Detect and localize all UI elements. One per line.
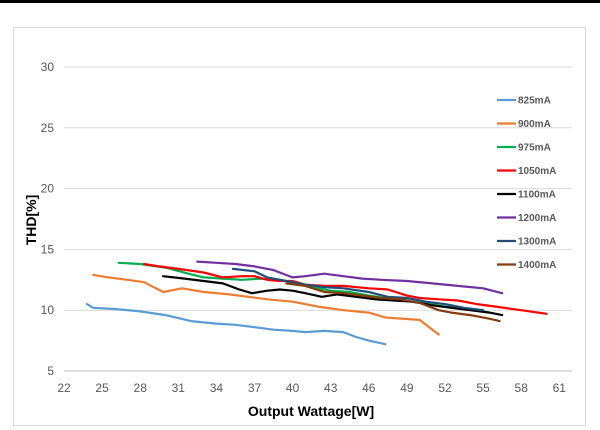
top-border-line [0, 0, 600, 3]
series-line-1100mA [162, 275, 504, 317]
x-tick-labels: 22 25 28 31 34 37 40 43 46 49 52 55 58 61 [57, 381, 566, 395]
y-tick-label-5: 5 [47, 364, 54, 378]
x-tick-label-55: 55 [476, 381, 490, 395]
y-axis-title: THD[%] [23, 195, 39, 246]
x-tick-label-31: 31 [172, 381, 186, 395]
x-tick-label-34: 34 [210, 381, 224, 395]
series-line-1400mA [285, 282, 501, 323]
series-line-1200mA [196, 260, 504, 295]
x-tick-label-37: 37 [248, 381, 262, 395]
legend-label-1400mA: 1400mA [518, 260, 556, 271]
y-tick-labels: 5 10 15 20 25 30 [41, 60, 55, 378]
x-tick-label-22: 22 [57, 381, 71, 395]
series-line-1300mA [231, 267, 485, 312]
series-lines [85, 260, 548, 346]
y-tick-label-15: 15 [41, 242, 55, 256]
x-tick-label-49: 49 [400, 381, 414, 395]
x-tick-label-46: 46 [362, 381, 376, 395]
series-line-825mA [85, 303, 387, 346]
x-tick-label-40: 40 [286, 381, 300, 395]
legend-label-900mA: 900mA [518, 119, 551, 130]
x-axis-title: Output Wattage[W] [248, 403, 374, 419]
legend: 825mA 900mA 975mA 1050mA 1100mA 1200mA 1300mA 1… [497, 96, 556, 271]
x-tick-label-43: 43 [324, 381, 338, 395]
y-tick-label-25: 25 [41, 121, 55, 135]
gridlines [64, 66, 572, 311]
y-tick-label-20: 20 [41, 182, 55, 196]
series-line-1050mA [142, 262, 548, 315]
legend-label-825mA: 825mA [518, 96, 551, 107]
x-tick-label-52: 52 [438, 381, 452, 395]
legend-label-1200mA: 1200mA [518, 213, 556, 224]
legend-label-1050mA: 1050mA [518, 166, 556, 177]
x-tick-label-28: 28 [134, 381, 148, 395]
legend-label-1300mA: 1300mA [518, 237, 556, 248]
x-tick-label-61: 61 [553, 381, 567, 395]
y-tick-label-10: 10 [41, 303, 55, 317]
x-tick-label-25: 25 [95, 381, 109, 395]
y-tick-label-30: 30 [41, 60, 55, 74]
legend-label-1100mA: 1100mA [518, 190, 556, 201]
x-tick-label-58: 58 [515, 381, 529, 395]
series-line-900mA [92, 273, 440, 336]
chart-frame [13, 27, 586, 426]
legend-label-975mA: 975mA [518, 143, 551, 154]
